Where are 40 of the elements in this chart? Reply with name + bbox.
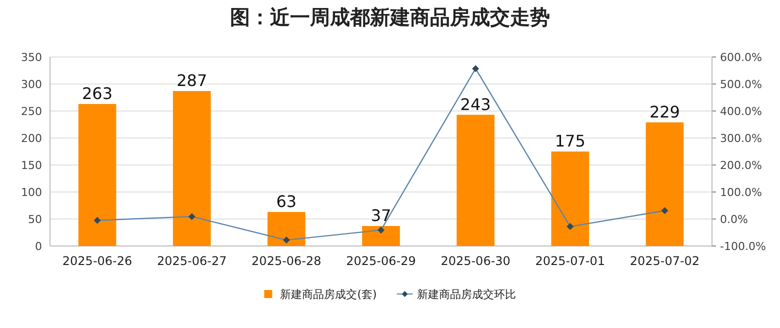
- data-label: 243: [460, 94, 491, 114]
- x-tick-label: 2025-07-02: [630, 254, 700, 268]
- x-tick-label: 2025-06-28: [252, 254, 322, 268]
- bar: [456, 114, 494, 246]
- bar: [646, 122, 684, 246]
- data-label: 263: [82, 84, 113, 103]
- bar: [551, 152, 590, 246]
- x-tick-label: 2025-06-27: [156, 254, 227, 268]
- y-tick-label: 200: [21, 132, 42, 145]
- x-tick-label: 2025-06-30: [440, 254, 510, 268]
- data-label: 63: [276, 192, 297, 211]
- x-tick-label: 2025-06-29: [346, 254, 416, 268]
- y-tick-label: 350: [21, 51, 42, 64]
- y-tick-label: 50: [28, 213, 42, 226]
- x-tick-label: 2025-06-26: [62, 254, 132, 268]
- x-tick-label: 2025-07-01: [535, 254, 606, 268]
- y2-tick-label: 100.0%: [720, 186, 762, 199]
- y2-tick-label: 500.0%: [720, 78, 762, 91]
- y-tick-label: 100: [21, 186, 42, 199]
- y2-tick-label: 0.0%: [720, 213, 748, 226]
- data-label: 229: [649, 102, 680, 122]
- data-label: 37: [370, 206, 392, 226]
- legend-label: 新建商品房成交环比: [416, 288, 516, 301]
- y2-tick-label: 300.0%: [720, 132, 762, 145]
- data-label: 175: [554, 132, 586, 150]
- y2-tick-label: 600.0%: [720, 51, 762, 64]
- legend-label: 新建商品房成交(套): [280, 288, 377, 301]
- bar: [268, 212, 306, 246]
- y-tick-label: 150: [21, 159, 42, 172]
- data-label: 287: [176, 71, 208, 90]
- y-tick-label: 250: [21, 105, 42, 118]
- chart-title: 图：近一周成都新建商品房成交走势: [230, 5, 550, 29]
- y-tick-label: 300: [21, 78, 42, 91]
- bar: [362, 226, 400, 246]
- bar: [172, 91, 211, 246]
- y-tick-label: 0: [35, 240, 42, 253]
- y2-tick-label: 200.0%: [720, 159, 762, 172]
- y2-tick-label: -100.0%: [720, 240, 766, 253]
- bar: [78, 104, 116, 246]
- y2-tick-label: 400.0%: [720, 105, 762, 118]
